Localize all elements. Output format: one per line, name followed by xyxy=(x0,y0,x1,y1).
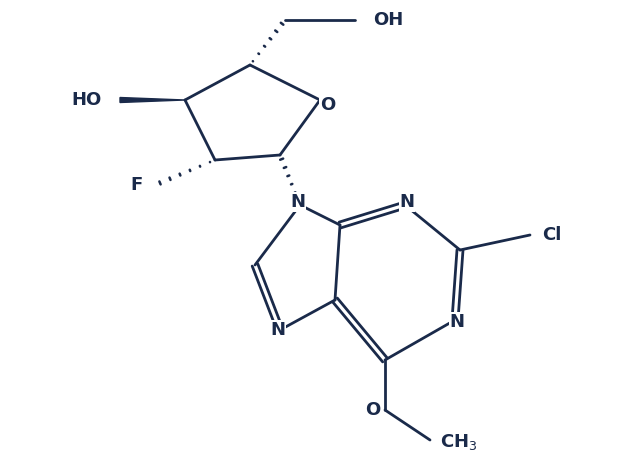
Text: O: O xyxy=(321,96,335,114)
Text: OH: OH xyxy=(373,11,403,29)
Text: N: N xyxy=(449,313,465,331)
Text: Cl: Cl xyxy=(542,226,561,244)
Text: N: N xyxy=(291,193,305,211)
Polygon shape xyxy=(120,97,185,102)
Text: F: F xyxy=(131,176,143,194)
Text: O: O xyxy=(365,401,381,419)
Text: N: N xyxy=(271,321,285,339)
Text: CH$_3$: CH$_3$ xyxy=(440,432,477,452)
Text: HO: HO xyxy=(72,91,102,109)
Text: N: N xyxy=(399,193,415,211)
